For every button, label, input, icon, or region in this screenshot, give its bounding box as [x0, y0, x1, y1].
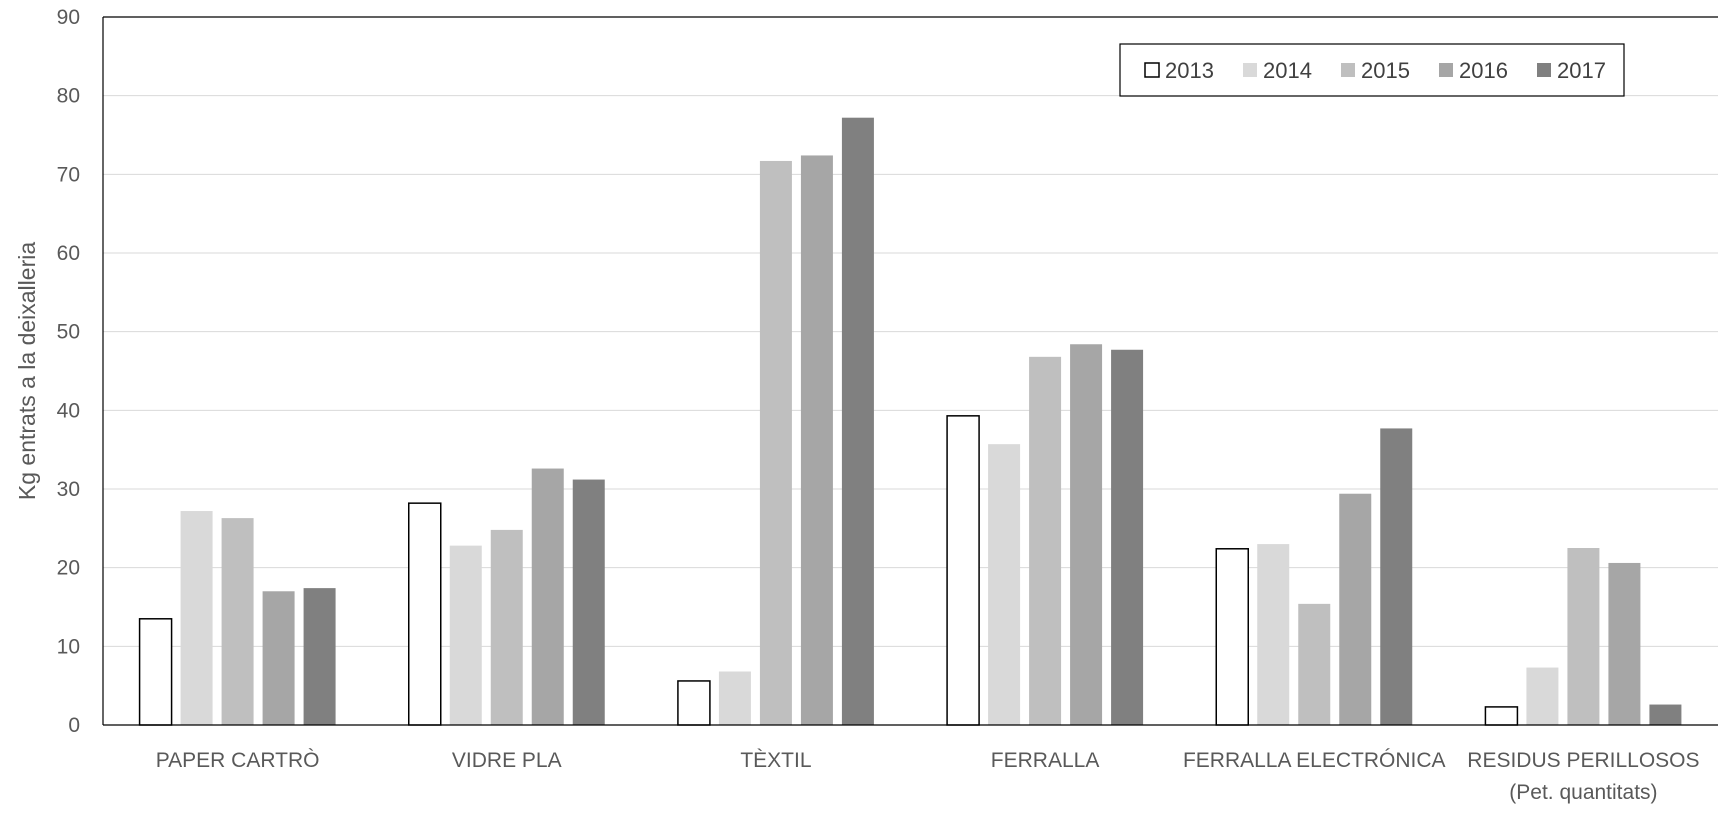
y-tick-label: 40	[57, 399, 80, 422]
bar-2013-1	[138, 618, 173, 726]
y-tick-label: 80	[57, 85, 80, 108]
bar-2014-6	[1526, 667, 1559, 725]
bar-2013-6	[1484, 706, 1519, 726]
legend-label-2014: 2014	[1263, 58, 1312, 83]
x-category-label: VIDRE PLA	[452, 749, 562, 772]
x-category-label: PAPER CARTRÒ	[156, 749, 320, 772]
bar-2014-2	[449, 545, 482, 725]
bar-2016-4	[1070, 344, 1103, 725]
bar-2017-2	[572, 479, 605, 725]
bar-2015-2	[490, 529, 523, 725]
y-tick-labels: 0 10 20 30 40 50 60 70 80 90	[57, 6, 80, 737]
y-tick-label: 30	[57, 478, 80, 501]
bar-2016-2	[531, 468, 564, 725]
bar-2013-3	[677, 680, 711, 726]
bar-2017-1	[303, 588, 336, 725]
legend-label-2015: 2015	[1361, 58, 1410, 83]
bar-2015-5	[1298, 603, 1331, 725]
y-tick-label: 0	[68, 714, 80, 737]
x-category-label: RESIDUS PERILLOSOS	[1467, 749, 1699, 772]
plot-frame	[102, 16, 1718, 726]
x-category-label: TÈXTIL	[740, 749, 811, 772]
legend-swatch-2013	[1144, 62, 1160, 78]
bar-2013-2	[408, 502, 442, 726]
bar-2014-3	[718, 671, 751, 725]
bar-2017-6	[1649, 704, 1682, 725]
bar-2017-4	[1111, 349, 1144, 725]
y-tick-label: 50	[57, 321, 80, 344]
bars	[138, 117, 1682, 726]
x-category-label: (Pet. quantitats)	[1509, 781, 1657, 804]
legend-label-2013: 2013	[1165, 58, 1214, 83]
bar-2013-5	[1215, 548, 1249, 726]
bar-2014-5	[1257, 544, 1290, 725]
legend: 2013 2014 2015 2016 2017	[1119, 43, 1625, 97]
legend-swatch-2014	[1243, 63, 1257, 77]
legend-swatch-2017	[1537, 63, 1551, 77]
bar-2014-1	[180, 511, 213, 725]
bar-2016-3	[800, 155, 833, 725]
bar-2016-1	[262, 591, 295, 725]
bar-2015-3	[759, 160, 792, 725]
legend-label-2017: 2017	[1557, 58, 1606, 83]
bar-2016-6	[1608, 562, 1641, 725]
bar-2015-6	[1567, 548, 1600, 725]
gridlines	[103, 95, 1718, 647]
bar-2015-4	[1029, 356, 1062, 725]
y-tick-label: 60	[57, 242, 80, 265]
bar-2013-4	[946, 415, 980, 726]
bar-2017-3	[841, 117, 874, 725]
x-category-label: FERRALLA	[991, 749, 1100, 772]
bar-2016-5	[1339, 493, 1372, 725]
y-tick-label: 90	[57, 6, 80, 29]
legend-label-2016: 2016	[1459, 58, 1508, 83]
y-tick-label: 70	[57, 163, 80, 186]
x-category-label: FERRALLA ELECTRÓNICA	[1183, 749, 1446, 772]
bar-2017-5	[1380, 428, 1413, 725]
y-axis-title: Kg entrats a la deixalleria	[14, 242, 40, 500]
legend-swatch-2016	[1439, 63, 1453, 77]
y-tick-label: 10	[57, 635, 80, 658]
bar-2014-4	[988, 444, 1021, 725]
x-category-labels: PAPER CARTRÒ VIDRE PLA TÈXTIL FERRALLA FERRA…	[156, 749, 1700, 804]
bar-2015-1	[221, 518, 254, 725]
y-tick-label: 20	[57, 557, 80, 580]
legend-swatch-2015	[1341, 63, 1355, 77]
